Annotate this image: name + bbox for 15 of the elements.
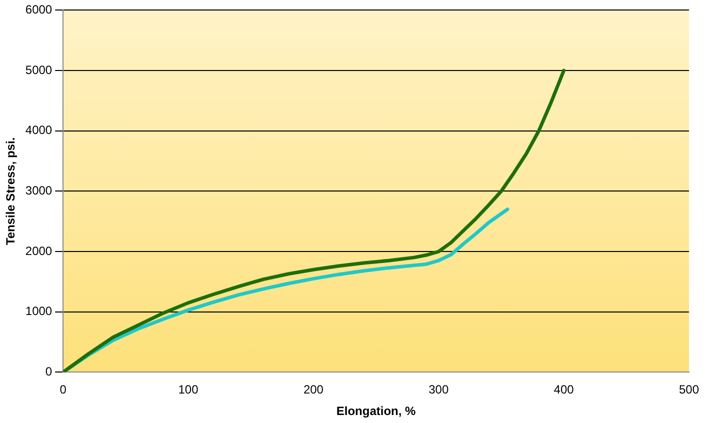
x-tick-label: 400 [554,382,574,397]
x-tick-label: 200 [303,382,324,397]
y-tick-label: 3000 [25,184,52,198]
y-tick-label: 6000 [25,2,52,17]
y-tick-label: 2000 [25,244,52,258]
y-tick-label: 0 [45,364,52,379]
x-tick-label: 300 [428,382,449,397]
y-tick-label: 4000 [25,123,52,138]
x-tick-label: 100 [178,382,199,397]
x-axis-title: Elongation, % [336,404,416,418]
y-tick-label: 5000 [25,62,52,77]
y-tick-label: 1000 [25,304,52,318]
x-tick-label: 0 [60,382,67,397]
x-tick-label: 500 [678,382,700,397]
y-axis-title: Tensile Stress, psi. [4,137,18,246]
